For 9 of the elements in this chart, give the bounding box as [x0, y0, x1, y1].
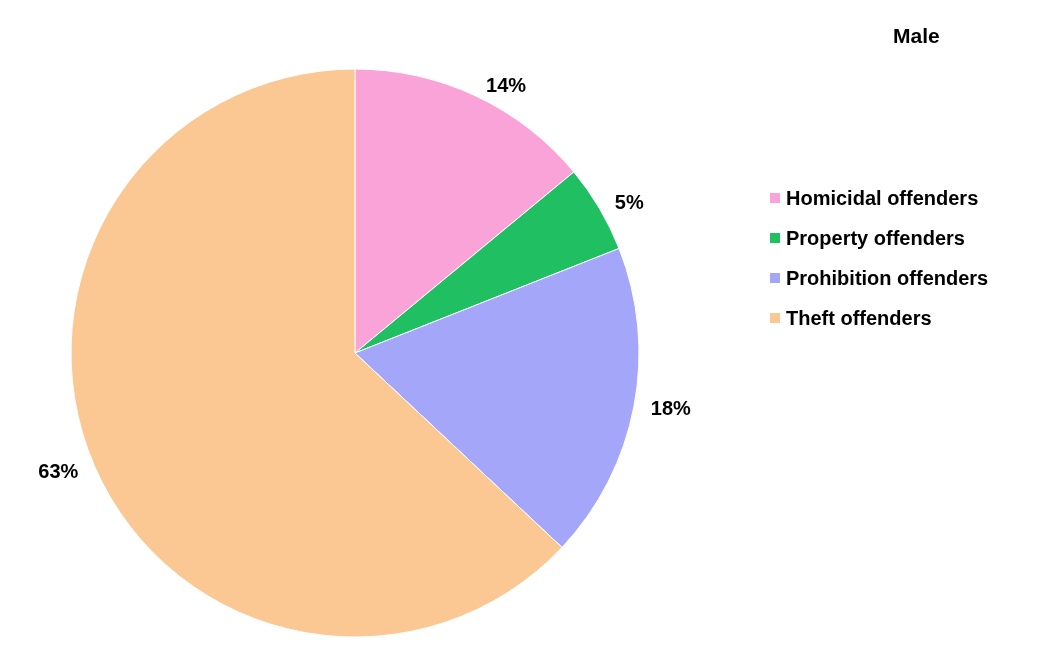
legend-label: Theft offenders	[786, 307, 932, 329]
chart-title: Male	[893, 24, 940, 47]
data-label: 14%	[486, 74, 527, 97]
data-label: 18%	[650, 397, 691, 420]
legend-label: Property offenders	[786, 227, 965, 249]
data-label: 5%	[614, 191, 644, 214]
legend-label: Homicidal offenders	[786, 187, 979, 209]
data-label: 63%	[38, 459, 79, 482]
legend-label: Prohibition offenders	[786, 267, 989, 289]
